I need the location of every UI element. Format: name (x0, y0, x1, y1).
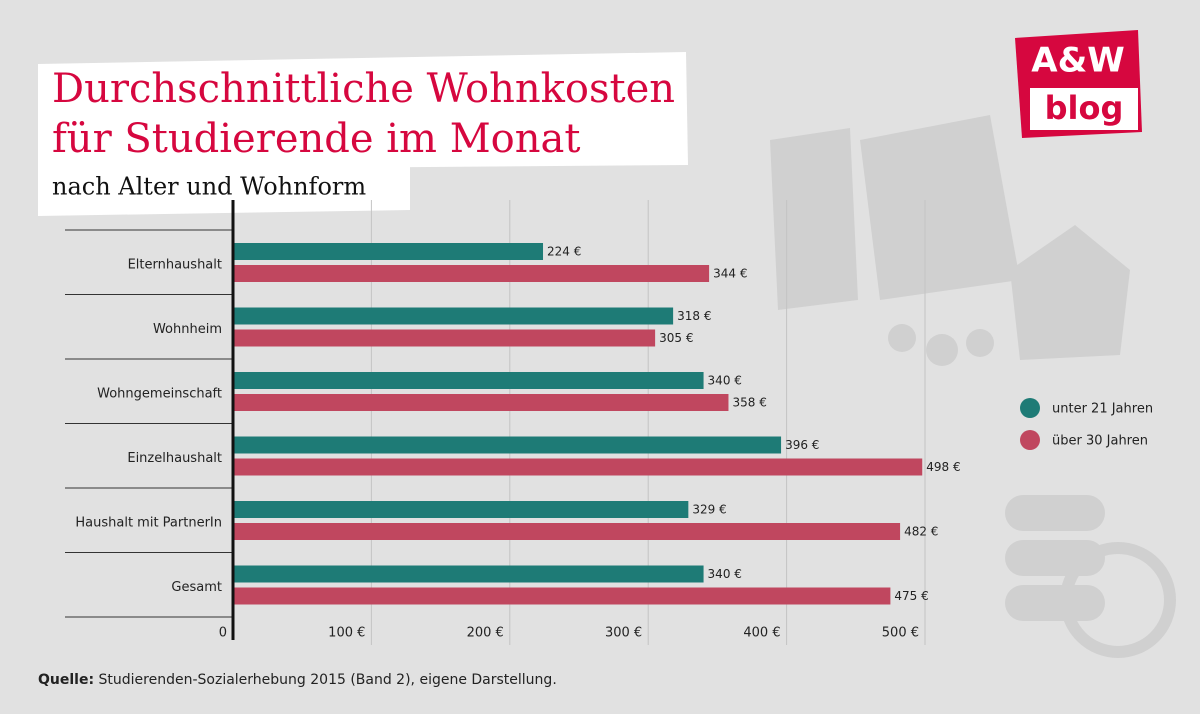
legend-label: unter 21 Jahren (1052, 402, 1153, 417)
value-label: 482 € (904, 525, 938, 539)
y-tick-label: Gesamt (171, 580, 222, 595)
bar (233, 329, 656, 347)
source-label: Quelle: (38, 672, 94, 688)
bar (233, 372, 704, 389)
bar (233, 436, 782, 454)
bar (233, 458, 923, 476)
value-label: 340 € (708, 567, 742, 581)
y-tick-label: Wohnheim (153, 322, 222, 337)
legend-label: über 30 Jahren (1052, 434, 1148, 449)
legend-swatch (1020, 430, 1040, 450)
chart-title: Durchschnittliche Wohnkosten (52, 66, 675, 112)
value-label: 475 € (894, 589, 928, 603)
value-label: 344 € (713, 267, 747, 281)
value-label: 318 € (677, 309, 711, 323)
value-label: 329 € (692, 503, 726, 517)
x-tick-label: 400 € (743, 626, 780, 641)
value-label: 358 € (732, 396, 766, 410)
logo-inner (1030, 88, 1138, 130)
value-label: 340 € (708, 374, 742, 388)
x-tick-label: 300 € (605, 626, 642, 641)
x-tick-label: 0 (219, 626, 227, 641)
value-label: 498 € (926, 460, 960, 474)
y-tick-label: Wohngemeinschaft (97, 387, 222, 402)
bar (233, 307, 674, 325)
x-tick-label: 100 € (328, 626, 365, 641)
bar (233, 523, 901, 540)
title-box (38, 52, 688, 170)
bar (233, 501, 689, 518)
logo-text: blog (1045, 89, 1124, 127)
bar (233, 394, 729, 411)
decor-icons (770, 115, 1176, 658)
chart-title: für Studierende im Monat (52, 116, 580, 162)
chart-subtitle: nach Alter und Wohnform (52, 173, 366, 201)
bar (233, 243, 544, 260)
bar (233, 565, 704, 583)
bar (233, 587, 891, 605)
y-tick-label: Haushalt mit PartnerIn (75, 516, 222, 531)
source: Quelle: Studierenden-Sozialerhebung 2015… (38, 672, 557, 688)
source-text: Studierenden-Sozialerhebung 2015 (Band 2… (99, 672, 557, 688)
y-tick-label: Elternhaushalt (128, 258, 222, 273)
bar (233, 265, 710, 282)
legend-swatch (1020, 398, 1040, 418)
y-tick-label: Einzelhaushalt (127, 451, 222, 466)
value-label: 396 € (785, 438, 819, 452)
logo-text: A&W (1031, 41, 1124, 81)
subtitle-box (38, 160, 410, 216)
x-tick-label: 200 € (467, 626, 504, 641)
value-label: 224 € (547, 245, 581, 259)
x-tick-label: 500 € (882, 626, 919, 641)
value-label: 305 € (659, 331, 693, 345)
